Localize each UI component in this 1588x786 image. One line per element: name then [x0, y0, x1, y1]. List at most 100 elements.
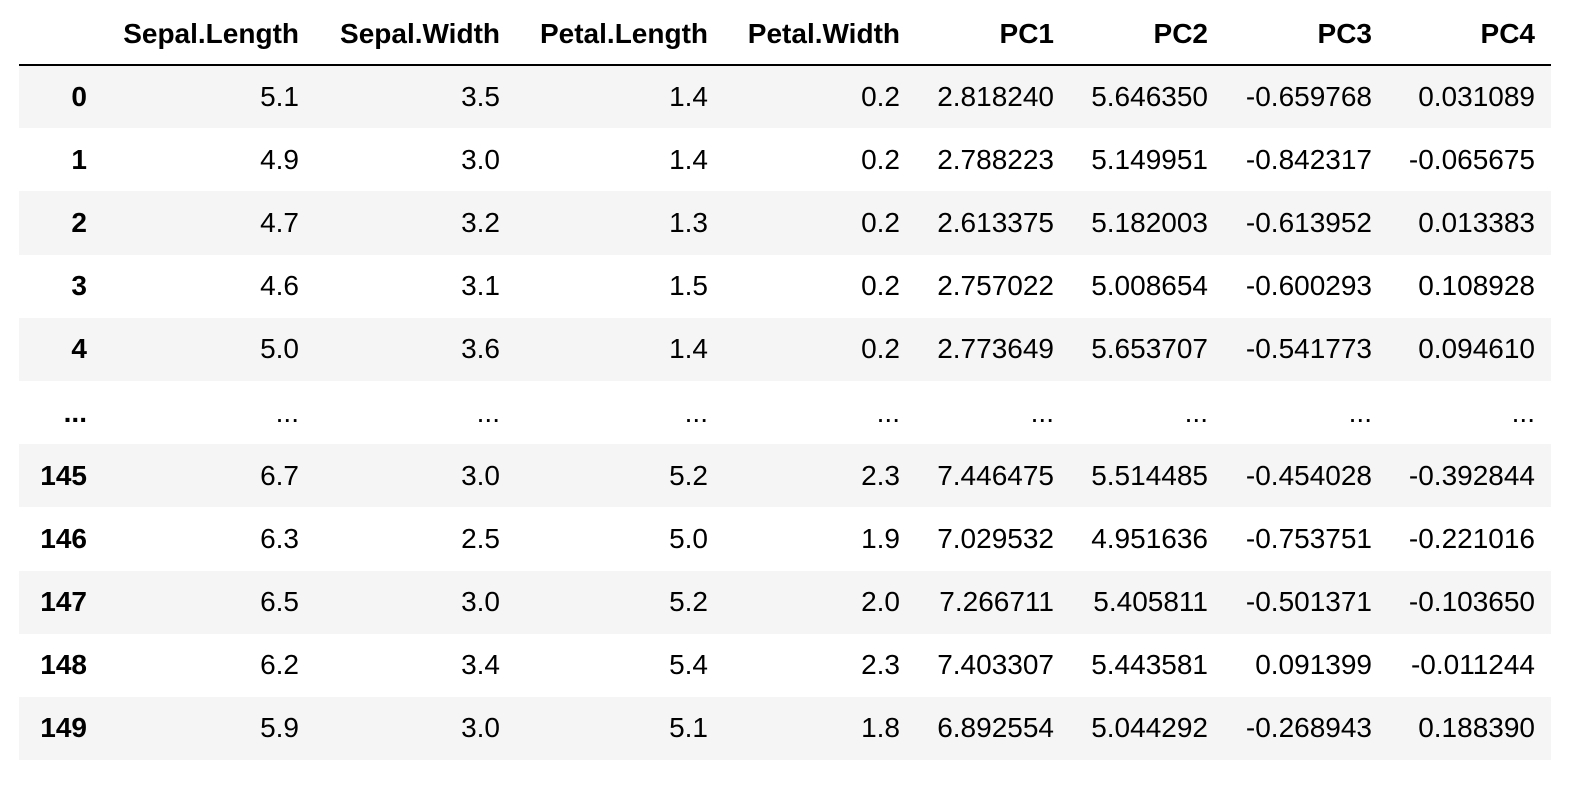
table-cell: 1.4	[669, 81, 708, 113]
table-cell: 3.0	[461, 712, 500, 744]
table-cell: 4.951636	[1091, 522, 1208, 554]
row-index: 3	[71, 270, 87, 302]
table-cell: 1.8	[861, 712, 900, 744]
table-cell: 5.149951	[1091, 143, 1208, 175]
table-row: 1 4.9 3.0 1.4 0.2 2.788223 5.149951 -0.842317 -0…	[19, 128, 1551, 192]
table-cell: -0.842317	[1245, 143, 1372, 175]
table-cell: 5.2	[669, 586, 708, 618]
table-cell: 3.0	[461, 459, 500, 491]
column-header: Petal.Width	[724, 3, 916, 66]
table-cell: -0.659768	[1245, 81, 1372, 113]
table-cell: 0.094610	[1418, 333, 1535, 365]
table-cell: 5.1	[669, 712, 708, 744]
table-cell: ...	[1030, 396, 1054, 428]
table-cell: 3.1	[461, 270, 500, 302]
table-cell: 6.5	[260, 586, 299, 618]
table-row: 145 6.7 3.0 5.2 2.3 7.446475 5.514485 -0.454028…	[19, 444, 1551, 508]
row-index: 1	[71, 143, 87, 175]
row-index: 145	[40, 459, 87, 491]
table-cell: 5.514485	[1091, 459, 1208, 491]
table-cell: -0.541773	[1245, 333, 1372, 365]
row-index: 148	[40, 649, 87, 681]
table-cell: 6.892554	[937, 712, 1054, 744]
table-cell: 5.9	[260, 712, 299, 744]
table-cell: 0.013383	[1418, 206, 1535, 238]
table-cell: 6.3	[260, 522, 299, 554]
table-cell: ...	[275, 396, 299, 428]
table-cell: 1.5	[669, 270, 708, 302]
table-cell: 0.188390	[1418, 712, 1535, 744]
table-cell: ...	[684, 396, 708, 428]
row-index: 147	[40, 586, 87, 618]
table-header: Sepal.Length Sepal.Width Petal.Length Petal…	[19, 3, 1551, 66]
table-cell: 3.2	[461, 206, 500, 238]
table-cell: 5.0	[669, 522, 708, 554]
table-cell: 0.091399	[1255, 649, 1372, 681]
table-cell: -0.454028	[1245, 459, 1372, 491]
table-cell: 2.0	[861, 586, 900, 618]
table-cell: -0.011244	[1410, 649, 1535, 681]
header-row: Sepal.Length Sepal.Width Petal.Length Petal…	[19, 3, 1551, 66]
table-cell: -0.392844	[1408, 459, 1535, 491]
table-cell: ...	[1348, 396, 1372, 428]
column-header: Sepal.Width	[315, 3, 516, 66]
row-index: 0	[71, 81, 87, 113]
table-cell: 5.2	[669, 459, 708, 491]
table-cell: -0.600293	[1245, 270, 1372, 302]
table-cell: 1.3	[669, 206, 708, 238]
table-cell: -0.221016	[1408, 522, 1535, 554]
table-cell: 7.446475	[937, 459, 1054, 491]
table-cell: 6.7	[260, 459, 299, 491]
column-header: PC4	[1388, 3, 1551, 66]
table-cell: 1.9	[861, 522, 900, 554]
table-cell: 2.757022	[937, 270, 1054, 302]
table-cell: -0.103650	[1408, 586, 1535, 618]
table-cell: -0.501371	[1245, 586, 1372, 618]
table-cell: 3.6	[461, 333, 500, 365]
table-cell: 0.031089	[1418, 81, 1535, 113]
table-row: ...........................	[19, 380, 1551, 445]
table-cell: 3.0	[461, 586, 500, 618]
table-cell: 5.653707	[1091, 333, 1208, 365]
table-cell: 2.613375	[937, 206, 1054, 238]
column-header: Petal.Length	[516, 3, 724, 66]
table-cell: 7.403307	[937, 649, 1054, 681]
table-cell: 5.1	[260, 81, 299, 113]
table-cell: 4.9	[260, 143, 299, 175]
table-cell: 5.008654	[1091, 270, 1208, 302]
table-cell: 2.5	[461, 522, 500, 554]
table-cell: 2.788223	[937, 143, 1054, 175]
table-cell: -0.065675	[1408, 143, 1535, 175]
row-index: ...	[63, 396, 87, 428]
table-row: 147 6.5 3.0 5.2 2.0 7.266711 5.405811 -0.501371…	[19, 570, 1551, 634]
row-index: 146	[40, 522, 87, 554]
table-cell: 7.266711	[939, 586, 1054, 618]
table-cell: -0.613952	[1245, 206, 1372, 238]
table-cell: 5.044292	[1091, 712, 1208, 744]
table-cell: 5.405811	[1093, 586, 1208, 618]
table-cell: 5.0	[260, 333, 299, 365]
table-cell: 2.818240	[937, 81, 1054, 113]
table-cell: 2.773649	[937, 333, 1054, 365]
table-row: 149 5.9 3.0 5.1 1.8 6.892554 5.044292 -0.268943…	[19, 696, 1551, 761]
table-row: 148 6.2 3.4 5.4 2.3 7.403307 5.443581 0.091399 -…	[19, 633, 1551, 697]
column-header: PC3	[1224, 3, 1388, 66]
table-cell: 1.4	[669, 143, 708, 175]
table-cell: 6.2	[260, 649, 299, 681]
table-cell: 2.3	[861, 459, 900, 491]
table-cell: 3.4	[461, 649, 500, 681]
table-cell: -0.753751	[1245, 522, 1372, 554]
table-row: 146 6.3 2.5 5.0 1.9 7.029532 4.951636 -0.753751…	[19, 507, 1551, 571]
table-row: 0 5.1 3.5 1.4 0.2 2.818240 5.646350 -0.659768 0.…	[19, 65, 1551, 129]
table-cell: 0.2	[861, 143, 900, 175]
table-cell: 1.4	[669, 333, 708, 365]
index-column-header	[19, 3, 99, 66]
table-cell: 4.6	[260, 270, 299, 302]
table-cell: ...	[1511, 396, 1535, 428]
table-cell: 0.2	[861, 270, 900, 302]
column-header: Sepal.Length	[99, 3, 315, 66]
table-cell: 3.0	[461, 143, 500, 175]
table-cell: ...	[876, 396, 900, 428]
row-index: 149	[40, 712, 87, 744]
